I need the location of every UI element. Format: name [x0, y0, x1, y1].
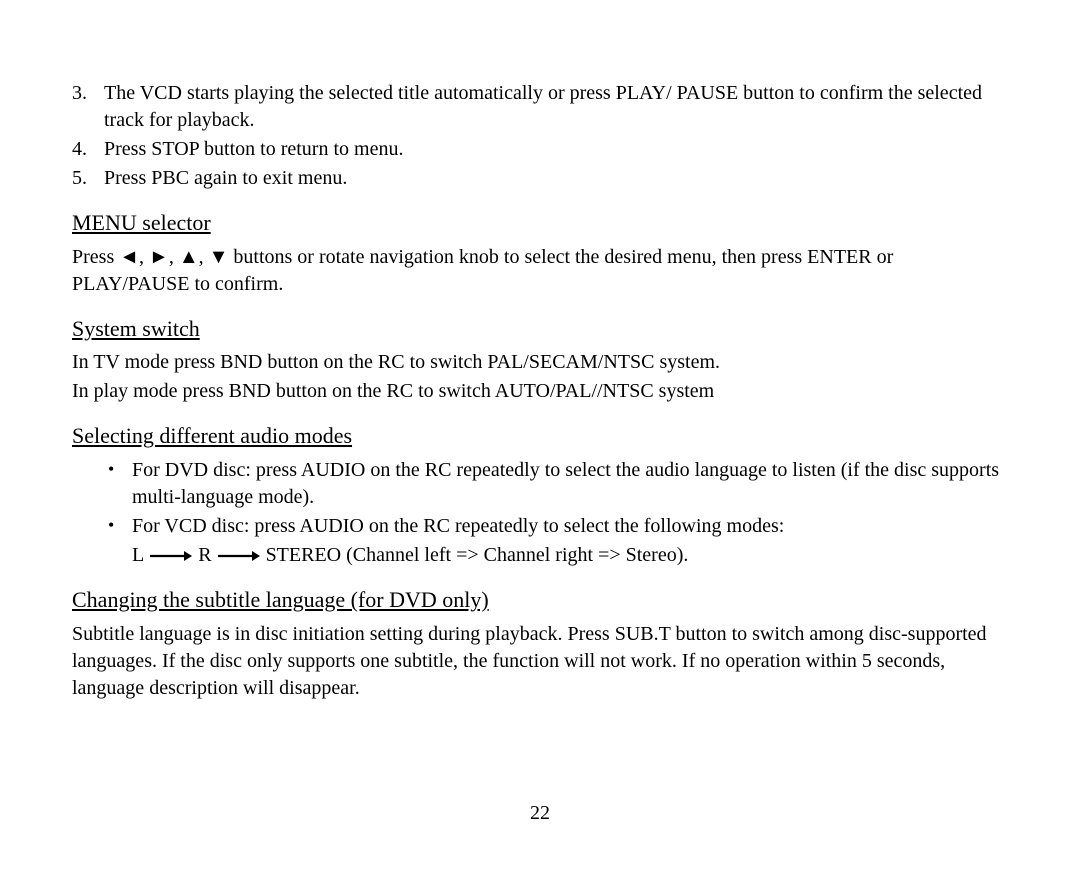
- channel-r-label: R: [198, 542, 211, 569]
- heading-menu-selector: MENU selector: [72, 208, 1008, 238]
- list-number: 4.: [72, 136, 100, 163]
- heading-audio-modes: Selecting different audio modes: [72, 421, 1008, 451]
- stereo-label: STEREO (Channel left => Channel right =>…: [266, 542, 689, 569]
- list-item: For VCD disc: press AUDIO on the RC repe…: [132, 513, 1008, 540]
- subtitle-paragraph: Subtitle language is in disc initiation …: [72, 621, 1008, 702]
- heading-subtitle-language: Changing the subtitle language (for DVD …: [72, 585, 1008, 615]
- list-number: 3.: [72, 80, 100, 107]
- list-text: The VCD starts playing the selected titl…: [104, 82, 982, 131]
- list-text: Press STOP button to return to menu.: [104, 138, 403, 160]
- list-item: 3. The VCD starts playing the selected t…: [104, 80, 1008, 134]
- menu-selector-paragraph: Press ◄, ►, ▲, ▼ buttons or rotate navig…: [72, 244, 1008, 298]
- system-switch-paragraph-1: In TV mode press BND button on the RC to…: [72, 349, 1008, 376]
- document-body: 3. The VCD starts playing the selected t…: [72, 80, 1008, 702]
- list-item: 5. Press PBC again to exit menu.: [104, 165, 1008, 192]
- numbered-list: 3. The VCD starts playing the selected t…: [72, 80, 1008, 192]
- arrow-right-icon: [150, 550, 192, 562]
- audio-modes-list: For DVD disc: press AUDIO on the RC repe…: [72, 457, 1008, 540]
- channel-l-label: L: [132, 542, 144, 569]
- arrow-right-icon: [218, 550, 260, 562]
- page-number: 22: [0, 802, 1080, 825]
- list-number: 5.: [72, 165, 100, 192]
- list-text: For DVD disc: press AUDIO on the RC repe…: [132, 459, 999, 508]
- audio-mode-sequence: L R STEREO (Channel left => Channel righ…: [72, 542, 1008, 569]
- list-item: 4. Press STOP button to return to menu.: [104, 136, 1008, 163]
- system-switch-paragraph-2: In play mode press BND button on the RC …: [72, 378, 1008, 405]
- list-text: Press PBC again to exit menu.: [104, 167, 347, 189]
- list-text: For VCD disc: press AUDIO on the RC repe…: [132, 515, 784, 537]
- heading-system-switch: System switch: [72, 314, 1008, 344]
- list-item: For DVD disc: press AUDIO on the RC repe…: [132, 457, 1008, 511]
